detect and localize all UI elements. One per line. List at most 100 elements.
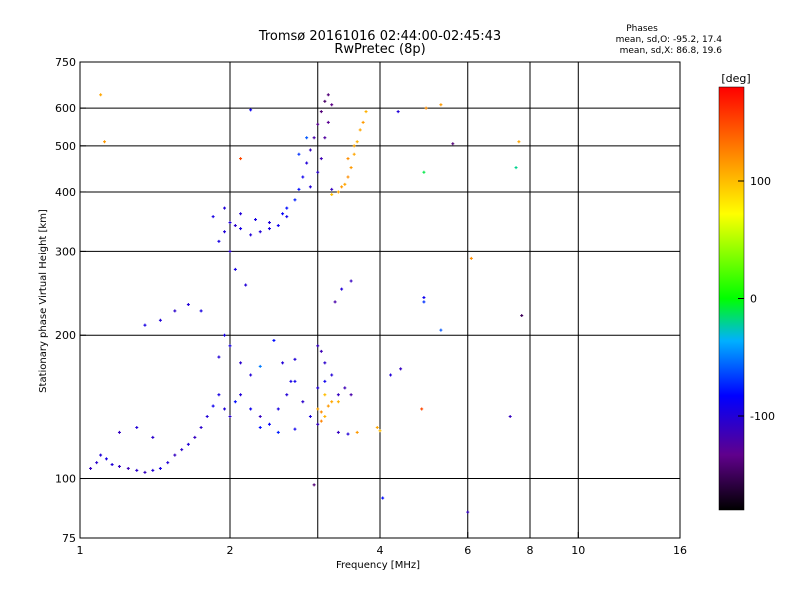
- y-axis-ticks: 75 100 200 300 400 500 600 750: [55, 56, 86, 545]
- x-tick-label: 2: [227, 544, 234, 557]
- data-point: [422, 300, 426, 304]
- data-point: [199, 309, 203, 313]
- data-point: [396, 110, 400, 114]
- data-point: [180, 448, 184, 452]
- colorbar-tick-label: 100: [750, 175, 771, 188]
- data-point: [228, 221, 232, 225]
- data-point: [297, 187, 301, 191]
- x-tick-label: 1: [77, 544, 84, 557]
- x-tick-label: 8: [527, 544, 534, 557]
- data-point: [308, 148, 312, 152]
- data-point: [253, 218, 257, 222]
- data-point: [323, 361, 327, 365]
- data-point: [316, 407, 320, 411]
- data-point: [305, 136, 309, 140]
- data-point: [135, 425, 139, 429]
- data-point: [326, 93, 330, 97]
- data-point: [319, 157, 323, 161]
- data-point: [239, 393, 243, 397]
- data-point: [293, 357, 297, 361]
- data-point: [305, 161, 309, 165]
- data-point: [336, 400, 340, 404]
- data-point: [316, 170, 320, 174]
- data-point: [352, 144, 356, 148]
- data-point: [233, 267, 237, 271]
- data-points: [89, 93, 524, 514]
- data-point: [244, 283, 248, 287]
- data-point: [293, 379, 297, 383]
- data-point: [89, 466, 93, 470]
- data-point: [323, 136, 327, 140]
- data-point: [289, 379, 293, 383]
- x-axis-label: Frequency [MHz]: [336, 560, 420, 571]
- data-point: [381, 496, 385, 500]
- data-point: [104, 457, 108, 461]
- data-point: [336, 430, 340, 434]
- data-point: [323, 414, 327, 418]
- data-point: [233, 400, 237, 404]
- data-point: [352, 152, 356, 156]
- data-point: [316, 344, 320, 348]
- data-point: [439, 103, 443, 107]
- data-point: [199, 425, 203, 429]
- data-point: [135, 468, 139, 472]
- data-point: [312, 483, 316, 487]
- data-point: [319, 349, 323, 353]
- data-point: [249, 407, 253, 411]
- x-tick-label: 16: [673, 544, 687, 557]
- colorbar-label: [deg]: [721, 72, 750, 85]
- y-tick-label: 400: [55, 186, 76, 199]
- data-point: [249, 233, 253, 237]
- data-point: [319, 419, 323, 423]
- grid-lines: [80, 62, 680, 538]
- chart-title: Tromsø 20161016 02:44:00-02:45:43: [258, 29, 501, 44]
- data-point: [364, 110, 368, 114]
- data-point: [239, 361, 243, 365]
- data-point: [151, 435, 155, 439]
- data-point: [228, 344, 232, 348]
- data-point: [451, 142, 455, 146]
- data-point: [343, 182, 347, 186]
- data-point: [103, 140, 107, 144]
- data-point: [276, 430, 280, 434]
- data-point: [228, 249, 232, 253]
- data-point: [330, 400, 334, 404]
- data-point: [355, 430, 359, 434]
- data-point: [349, 393, 353, 397]
- y-tick-label: 75: [62, 532, 76, 545]
- data-point: [336, 393, 340, 397]
- colorbar-ticks: 100 0 -100: [738, 175, 775, 423]
- data-point: [323, 379, 327, 383]
- data-point: [508, 414, 512, 418]
- data-point: [193, 435, 197, 439]
- data-point: [151, 468, 155, 472]
- data-point: [308, 185, 312, 189]
- data-point: [312, 136, 316, 140]
- data-point: [217, 239, 221, 243]
- data-point: [301, 175, 305, 179]
- data-point: [514, 166, 518, 170]
- data-point: [143, 470, 147, 474]
- data-point: [267, 227, 271, 231]
- data-point: [110, 463, 114, 467]
- data-point: [276, 407, 280, 411]
- data-point: [258, 364, 262, 368]
- data-point: [249, 108, 253, 112]
- data-point: [117, 464, 121, 468]
- data-point: [517, 140, 521, 144]
- y-tick-label: 300: [55, 245, 76, 258]
- data-point: [326, 404, 330, 408]
- data-point: [422, 170, 426, 174]
- data-point: [99, 453, 103, 457]
- data-point: [99, 93, 103, 97]
- data-point: [258, 230, 262, 234]
- data-point: [297, 152, 301, 156]
- data-point: [217, 355, 221, 359]
- data-point: [285, 393, 289, 397]
- data-point: [378, 429, 382, 433]
- data-point: [424, 106, 428, 110]
- data-point: [205, 414, 209, 418]
- data-point: [346, 175, 350, 179]
- phase-stats-x: mean, sd,X: 86.8, 19.6: [620, 46, 723, 56]
